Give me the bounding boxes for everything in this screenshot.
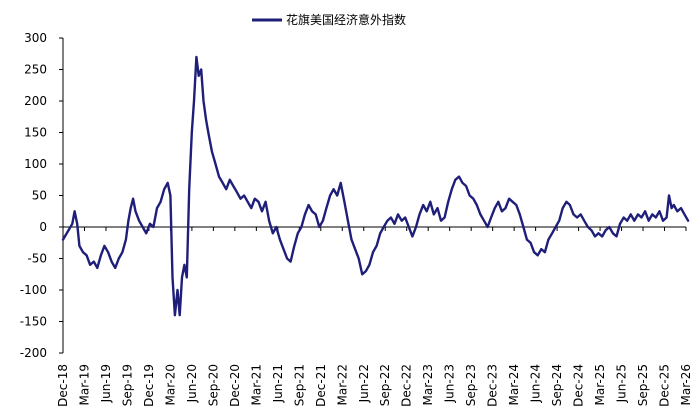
y-tick-label: -100: [20, 283, 47, 297]
y-tick-label: -150: [20, 315, 47, 329]
x-tick-label: Sep-20: [206, 364, 220, 406]
x-tick-label: Sep-22: [378, 364, 392, 406]
x-tick-label: Dec-21: [314, 364, 328, 407]
x-tick-label: Dec-19: [142, 364, 156, 407]
y-tick-label: 250: [24, 63, 47, 77]
y-tick-label: 150: [24, 126, 47, 140]
x-tick-label: Mar-26: [679, 364, 693, 405]
plot-area: [61, 55, 690, 317]
x-tick-label: Jun-22: [357, 364, 371, 403]
x-tick-label: Jun-25: [615, 364, 629, 403]
x-tick-label: Sep-24: [550, 364, 564, 406]
x-tick-label: Dec-25: [658, 364, 672, 407]
x-tick-label: Sep-19: [120, 364, 134, 406]
y-tick-label: 0: [39, 220, 47, 234]
y-tick-label: 50: [32, 189, 47, 203]
x-tick-label: Jun-21: [271, 364, 285, 403]
x-tick-label: Sep-21: [292, 364, 306, 406]
x-tick-label: Mar-22: [335, 364, 349, 405]
x-tick-label: Mar-19: [77, 364, 91, 405]
x-tick-label: Dec-18: [56, 364, 70, 407]
x-tick-label: Sep-23: [464, 364, 478, 406]
x-tick-label: Dec-22: [400, 364, 414, 407]
series-line: [61, 55, 690, 317]
y-tick-label: -50: [27, 252, 47, 266]
x-tick-label: Dec-23: [486, 364, 500, 407]
y-axis: 300 250 200 150 100 50 0 -50 -100 -150 -200: [20, 31, 64, 360]
x-tick-label: Sep-25: [636, 364, 650, 406]
x-tick-label: Mar-20: [163, 364, 177, 405]
x-tick-label: Mar-21: [249, 364, 263, 405]
y-tick-label: -200: [20, 346, 47, 360]
x-tick-label: Mar-23: [421, 364, 435, 405]
x-axis: Dec-18 Mar-19 Jun-19 Sep-19 Dec-19 Mar-20 Jun-…: [56, 226, 693, 407]
x-tick-label: Dec-20: [228, 364, 242, 407]
x-tick-label: Jun-20: [185, 364, 199, 403]
y-tick-label: 200: [24, 94, 47, 108]
x-tick-label: Jun-23: [443, 364, 457, 403]
legend: 花旗美国经济意外指数: [252, 12, 406, 27]
y-tick-label: 300: [24, 31, 47, 45]
x-tick-label: Mar-24: [507, 364, 521, 405]
x-tick-label: Mar-25: [593, 364, 607, 405]
x-tick-label: Dec-24: [572, 364, 586, 407]
y-tick-label: 100: [24, 157, 47, 171]
x-tick-label: Jun-19: [99, 364, 113, 403]
x-tick-label: Jun-24: [529, 364, 543, 403]
legend-label: 花旗美国经济意外指数: [286, 12, 406, 27]
